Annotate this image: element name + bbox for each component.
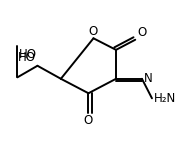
Text: N: N — [144, 72, 152, 85]
Text: H₂N: H₂N — [154, 92, 176, 105]
Text: O: O — [137, 26, 146, 39]
Text: HO: HO — [18, 51, 36, 64]
Text: O: O — [84, 114, 93, 127]
Text: HO: HO — [19, 48, 37, 61]
Text: O: O — [89, 25, 98, 38]
